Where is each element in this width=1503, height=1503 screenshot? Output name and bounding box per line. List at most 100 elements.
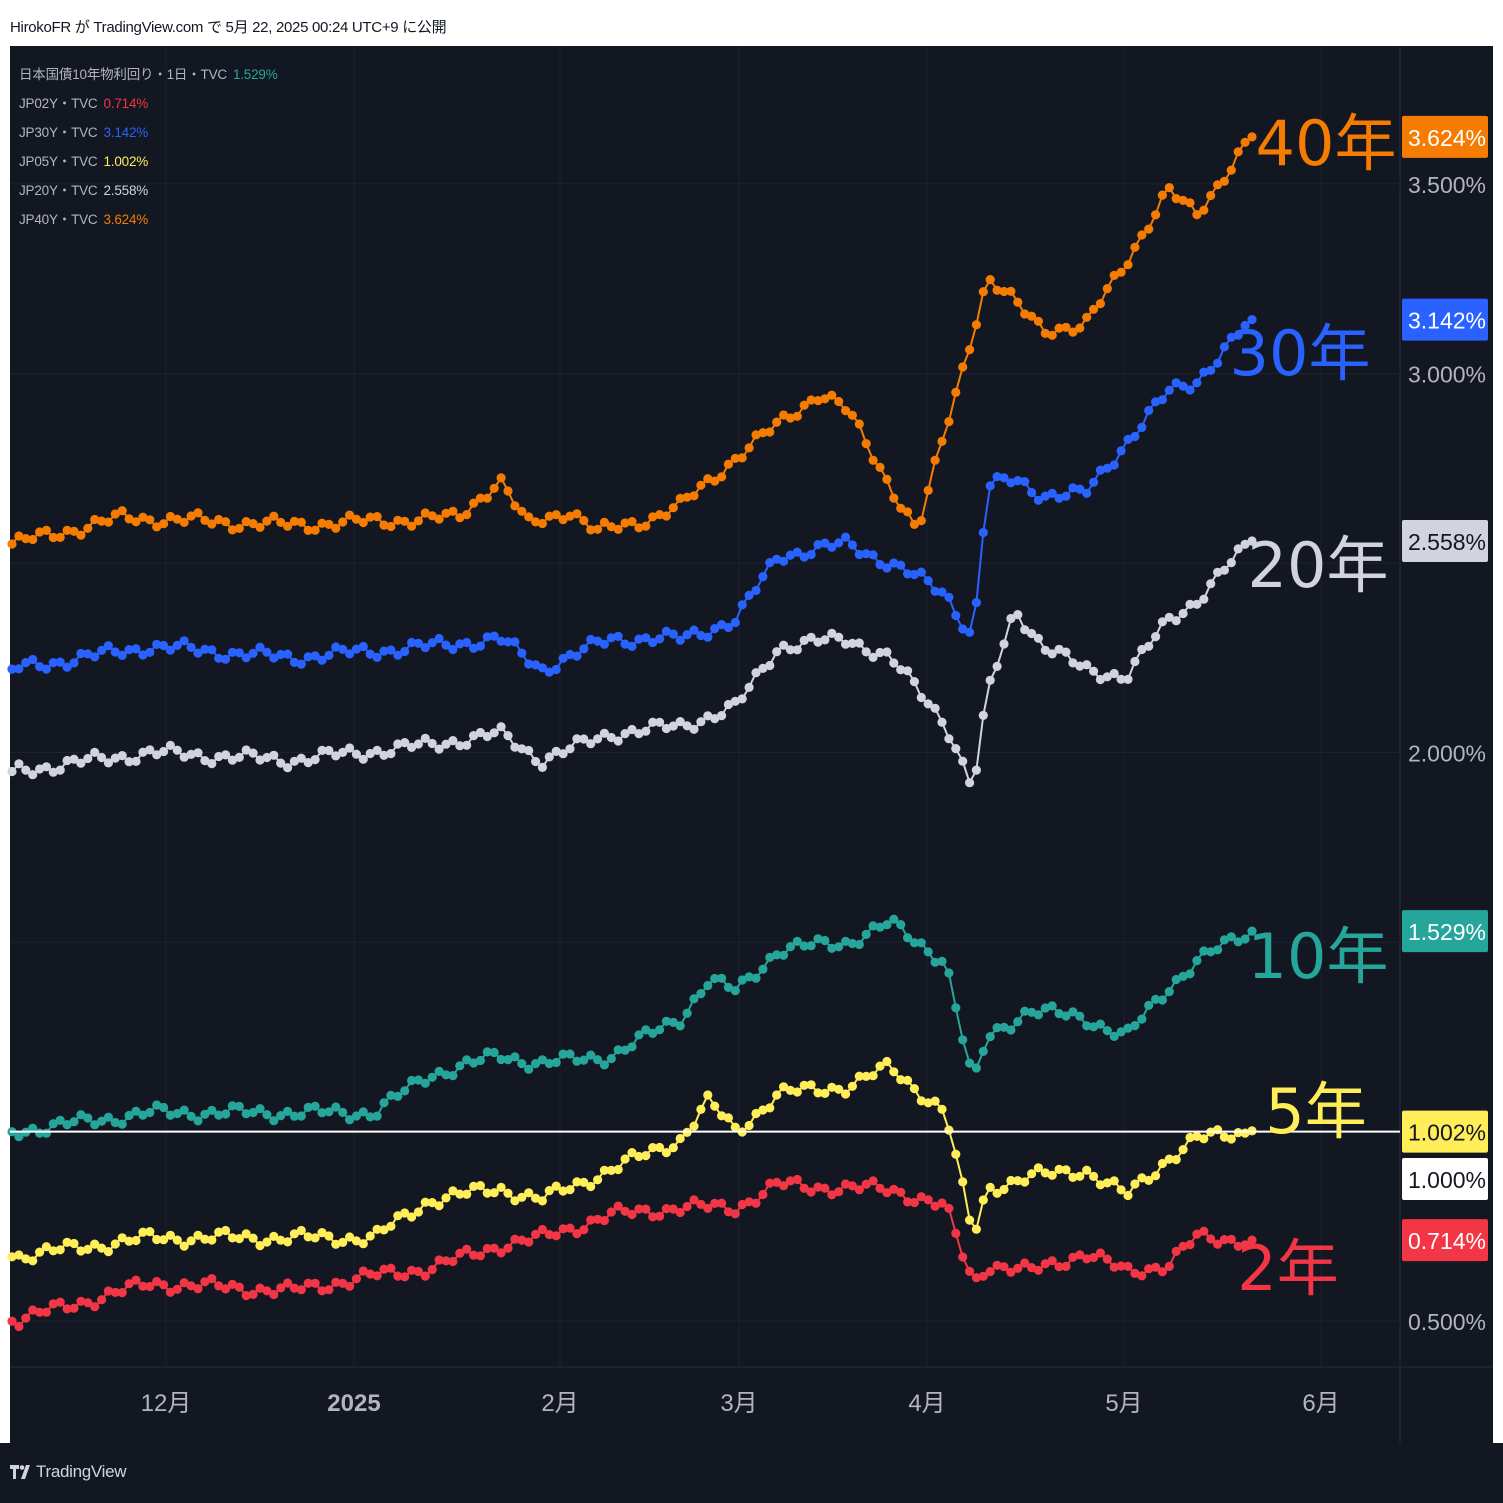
series-point-jp05y xyxy=(193,1230,203,1240)
series-point-jp05y xyxy=(896,1075,906,1085)
series-point-jp02y xyxy=(413,1266,423,1277)
series-point-jp10y xyxy=(110,1117,120,1128)
series-point-jp02y xyxy=(145,1281,155,1292)
series-point-jp20y xyxy=(296,753,306,763)
series-line-jp02y[interactable] xyxy=(11,1178,1253,1328)
series-point-jp20y xyxy=(606,732,616,743)
series-point-jp30y xyxy=(1027,487,1037,498)
series-line-jp10y[interactable] xyxy=(11,917,1253,1138)
series-point-jp40y xyxy=(1054,323,1064,333)
series-point-jp20y xyxy=(276,758,286,768)
series-point-jp05y xyxy=(1109,1176,1119,1186)
legend-row-jp30y[interactable]: JP30Y・TVC 3.142% xyxy=(19,121,148,141)
series-point-jp05y xyxy=(496,1182,506,1192)
series-line-jp20y[interactable] xyxy=(11,540,1253,786)
y-axis-tick-label: 2.000% xyxy=(1408,741,1486,767)
series-point-jp30y xyxy=(283,649,293,659)
series-point-jp40y xyxy=(1226,165,1236,175)
series-point-jp30y xyxy=(841,532,851,542)
series-point-jp40y xyxy=(97,516,107,526)
series-point-jp02y xyxy=(1082,1254,1092,1264)
series-point-jp20y xyxy=(854,638,864,648)
series-point-jp10y xyxy=(655,1025,665,1035)
series-point-jp02y xyxy=(338,1278,348,1288)
series-point-jp10y xyxy=(331,1102,341,1112)
series-point-jp30y xyxy=(193,648,203,658)
series-point-jp40y xyxy=(820,394,830,404)
series-point-jp40y xyxy=(510,501,520,511)
series-annotation-jp30y: 30年 xyxy=(1230,317,1371,390)
series-point-jp20y xyxy=(744,682,754,693)
series-point-jp10y xyxy=(1095,1019,1105,1029)
series-point-jp20y xyxy=(503,731,513,741)
legend-row-jp05y[interactable]: JP05Y・TVC 1.002% xyxy=(19,150,148,170)
price-tag-jp20y-bg xyxy=(1402,520,1488,563)
series-point-jp02y xyxy=(854,1185,864,1195)
series-point-jp10y xyxy=(965,1058,975,1068)
series-point-jp20y xyxy=(186,749,196,760)
series-point-jp20y xyxy=(1089,666,1099,676)
chart-frame[interactable] xyxy=(10,46,1493,1443)
series-point-jp10y xyxy=(723,982,734,993)
series-point-jp10y xyxy=(875,922,885,932)
price-tag-jp40y: 3.624% xyxy=(1408,125,1486,151)
series-point-jp30y xyxy=(944,592,954,602)
series-point-jp20y xyxy=(165,740,175,751)
series-point-jp40y xyxy=(668,503,678,513)
series-point-jp20y xyxy=(779,640,789,650)
legend-row-jp20y[interactable]: JP20Y・TVC 2.558% xyxy=(19,179,148,199)
series-point-jp30y xyxy=(324,650,334,661)
series-point-jp30y xyxy=(1206,365,1216,375)
series-point-jp10y xyxy=(682,1008,692,1018)
series-point-jp30y xyxy=(668,629,678,639)
series-point-jp10y xyxy=(820,935,830,946)
x-axis-tick-label: 12月 xyxy=(141,1390,192,1417)
series-point-jp40y xyxy=(145,515,155,525)
series-point-jp10y xyxy=(1219,935,1229,945)
series-point-jp20y xyxy=(331,751,341,761)
series-point-jp20y xyxy=(813,637,823,647)
series-point-jp05y xyxy=(799,1080,809,1090)
series-point-jp20y xyxy=(641,726,651,736)
series-point-jp40y xyxy=(358,517,368,528)
series-point-jp05y xyxy=(779,1082,789,1092)
series-point-jp30y xyxy=(159,640,169,651)
series-point-jp20y xyxy=(214,751,224,762)
series-point-jp05y xyxy=(965,1215,975,1225)
series-point-jp05y xyxy=(393,1211,403,1221)
series-point-jp30y xyxy=(1075,484,1085,494)
series-point-jp05y xyxy=(186,1236,196,1246)
legend-row-jp02y[interactable]: JP02Y・TVC 0.714% xyxy=(19,92,148,112)
series-point-jp10y xyxy=(565,1049,575,1059)
series-point-jp02y xyxy=(455,1248,465,1258)
series-point-jp20y xyxy=(489,728,499,738)
series-point-jp05y xyxy=(606,1165,616,1175)
series-point-jp40y xyxy=(138,512,148,522)
series-point-jp05y xyxy=(1213,1125,1223,1135)
series-point-jp05y xyxy=(172,1235,182,1245)
series-point-jp10y xyxy=(1040,1003,1050,1013)
series-point-jp10y xyxy=(413,1075,423,1085)
series-point-jp02y xyxy=(379,1264,389,1274)
series-point-jp40y xyxy=(971,320,982,330)
series-point-jp30y xyxy=(241,653,251,663)
legend-row-jp10y[interactable]: 日本国債10年物利回り・1日・TVC 1.529% xyxy=(19,63,278,83)
series-point-jp10y xyxy=(455,1061,465,1071)
series-point-jp20y xyxy=(1013,610,1023,620)
series-point-jp40y xyxy=(159,519,169,529)
tradingview-logo[interactable]: TradingView xyxy=(10,1462,127,1482)
series-point-jp30y xyxy=(551,664,561,675)
series-point-jp05y xyxy=(937,1104,947,1114)
price-tag-jp02y-bg xyxy=(1402,1219,1488,1262)
series-point-jp10y xyxy=(1226,932,1236,942)
series-point-jp05y xyxy=(1144,1175,1154,1185)
footer-bar xyxy=(0,1443,1503,1503)
legend-row-jp40y[interactable]: JP40Y・TVC 3.624% xyxy=(19,208,148,228)
series-point-jp05y xyxy=(200,1234,210,1244)
series-point-jp10y xyxy=(434,1066,444,1076)
series-point-jp20y xyxy=(365,748,375,759)
series-point-jp05y xyxy=(861,1071,871,1081)
series-point-jp10y xyxy=(896,920,906,930)
series-line-jp40y[interactable] xyxy=(11,136,1253,545)
